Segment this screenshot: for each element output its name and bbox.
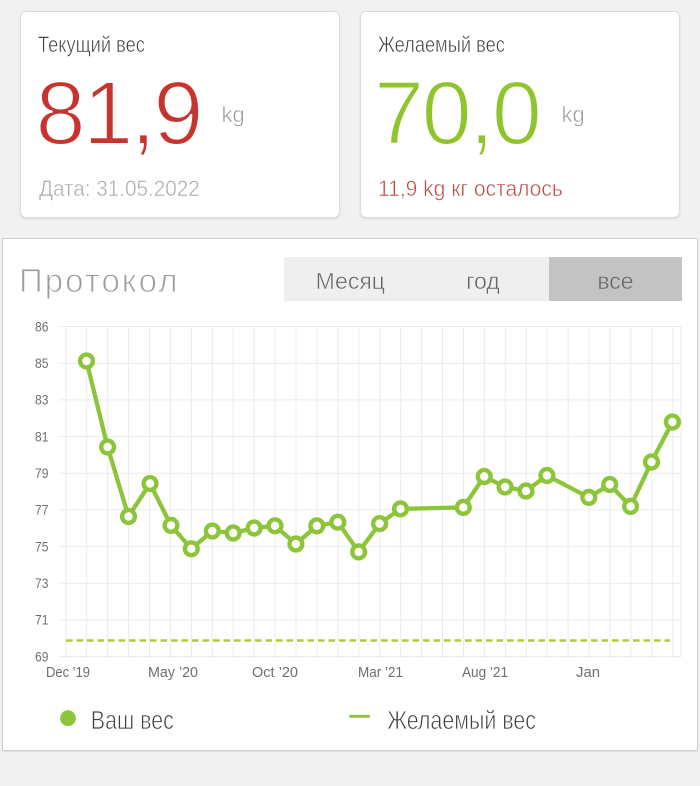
svg-text:69: 69 — [35, 649, 48, 664]
svg-text:Желаемый вес: Желаемый вес — [387, 706, 536, 735]
svg-text:Ваш вес: Ваш вес — [91, 706, 174, 735]
svg-text:Oct ’20: Oct ’20 — [252, 664, 298, 681]
svg-text:77: 77 — [35, 503, 48, 518]
svg-text:83: 83 — [35, 393, 49, 408]
svg-text:81: 81 — [35, 429, 48, 444]
svg-text:Aug ’21: Aug ’21 — [462, 664, 508, 681]
svg-text:73: 73 — [35, 576, 49, 591]
svg-text:85: 85 — [35, 356, 49, 371]
svg-text:75: 75 — [35, 539, 49, 554]
svg-text:71: 71 — [35, 613, 48, 628]
svg-text:May ’20: May ’20 — [148, 664, 198, 681]
svg-text:Jan: Jan — [576, 664, 600, 681]
svg-text:Dec ’19: Dec ’19 — [46, 664, 90, 681]
svg-text:86: 86 — [35, 319, 49, 334]
svg-text:79: 79 — [35, 466, 48, 481]
svg-text:Mar ’21: Mar ’21 — [358, 664, 403, 681]
